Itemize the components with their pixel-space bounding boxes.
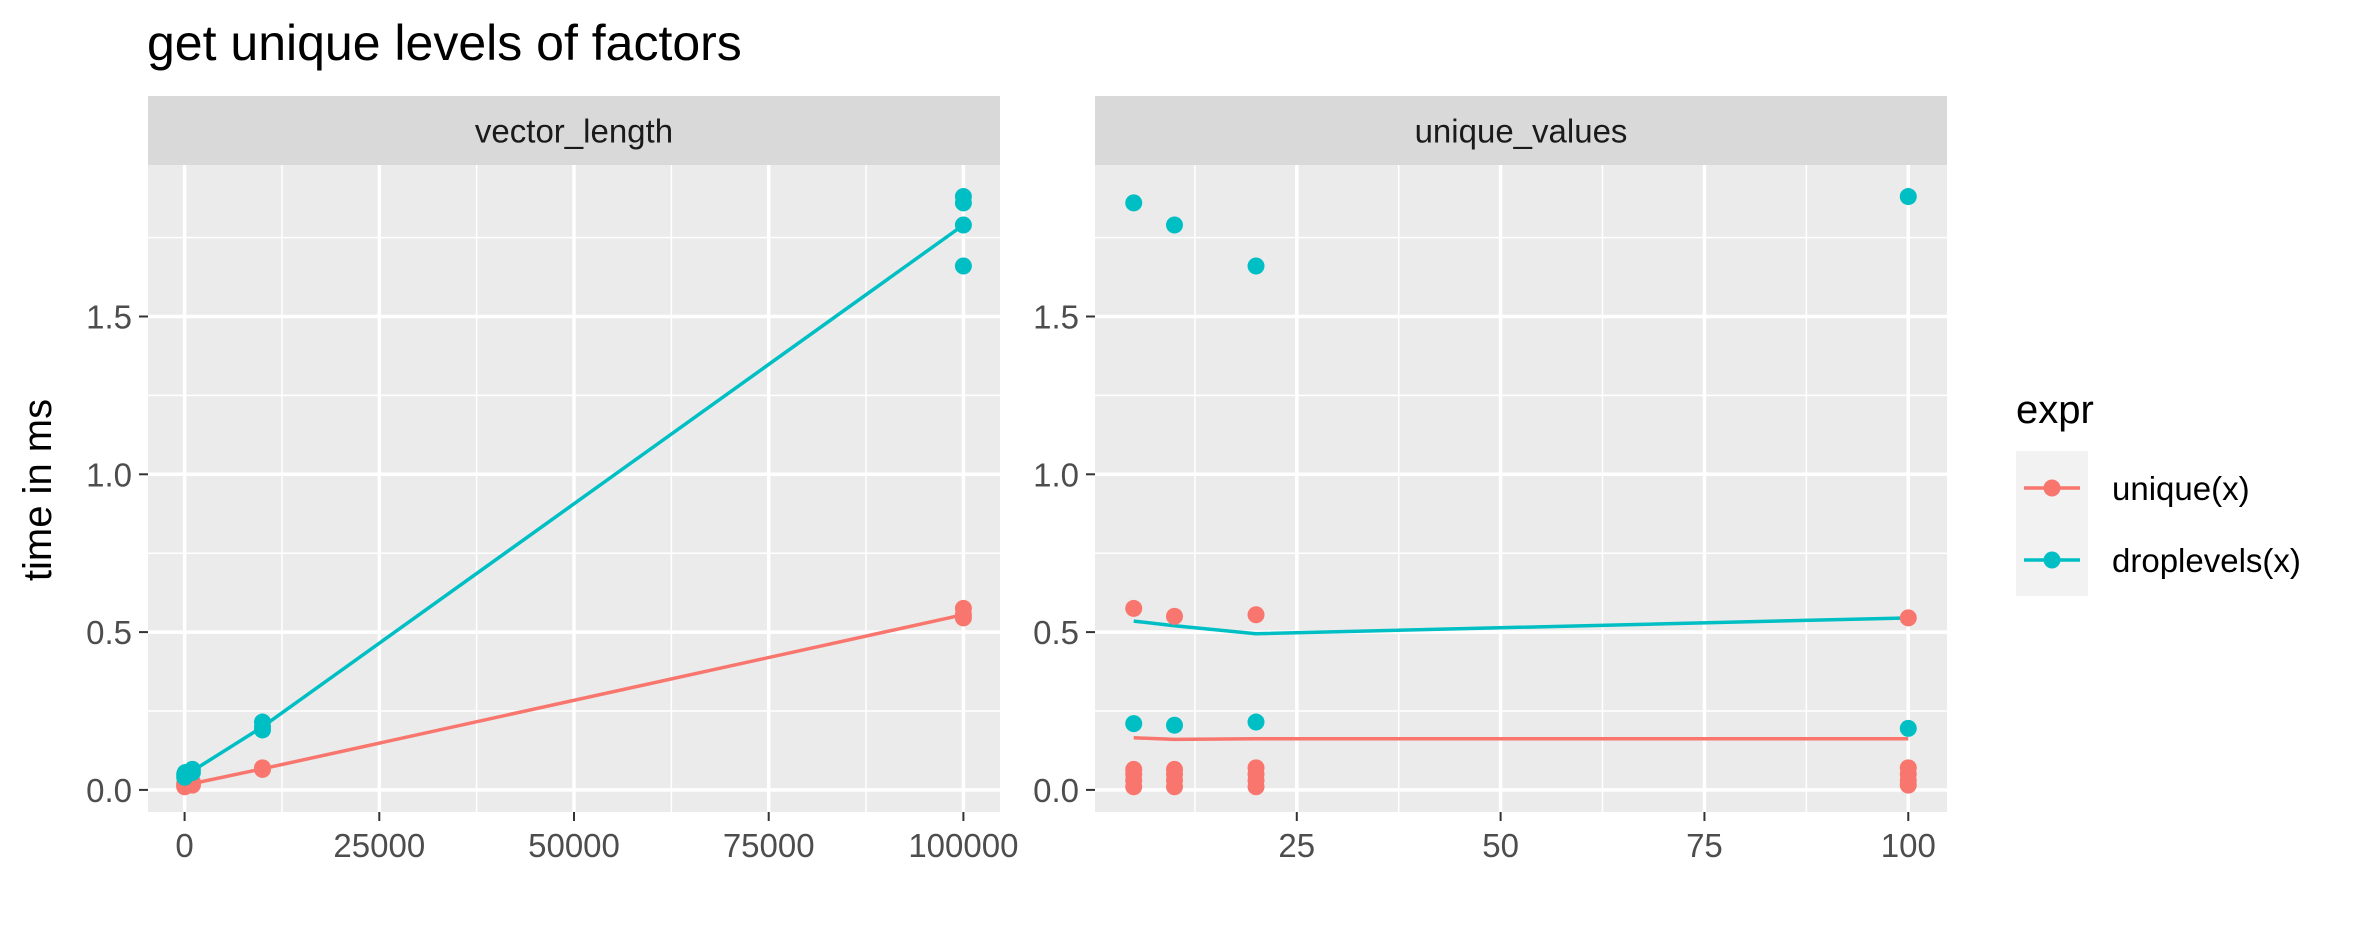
series-line-droplevels (1133, 616, 1909, 636)
y-tick-label: 1.5 (1033, 298, 1079, 335)
data-point-droplevels (1165, 716, 1183, 734)
x-tick-label: 100000 (908, 827, 1018, 864)
y-tick-label: 1.5 (86, 298, 132, 335)
data-point-unique (954, 599, 972, 617)
data-point-unique (1165, 760, 1183, 778)
chart-title: get unique levels of factors (147, 15, 742, 71)
y-tick-label: 1.0 (1033, 456, 1079, 493)
legend-key-background (2016, 451, 2088, 596)
y-tick-label: 0.5 (1033, 614, 1079, 651)
series-line-unique (1133, 736, 1909, 742)
panel-vector_length: vector_length 0.0 0.5 1.0 1.5 0 25000 50000 7500… (86, 96, 1018, 864)
x-tick-label: 75000 (723, 827, 815, 864)
data-point-droplevels (1247, 257, 1265, 275)
data-point-unique (1125, 760, 1143, 778)
legend-key-point (2043, 551, 2061, 569)
x-tick-label: 25000 (333, 827, 425, 864)
strip-label-vector_length: vector_length (475, 113, 673, 150)
legend-title: expr (2016, 388, 2094, 432)
data-point-unique (1125, 599, 1143, 617)
y-tick-label: 0.5 (86, 614, 132, 651)
data-point-droplevels (1899, 188, 1917, 206)
panels-layer: vector_length 0.0 0.5 1.0 1.5 0 25000 50000 7500… (86, 96, 1947, 864)
data-point-unique (1899, 759, 1917, 777)
strip-background (148, 96, 1000, 165)
y-axis-title: time in ms (16, 399, 60, 581)
data-point-droplevels (954, 216, 972, 234)
y-tick-label: 0.0 (86, 772, 132, 809)
data-point-unique (1899, 609, 1917, 627)
data-point-unique (1247, 606, 1265, 624)
y-tick-label: 1.0 (86, 456, 132, 493)
panel-background (1095, 165, 1947, 812)
legend: expr unique(x) droplevels(x) (2016, 388, 2301, 596)
x-tick-label: 75 (1686, 827, 1723, 864)
data-point-droplevels (1899, 719, 1917, 737)
x-tick-label: 0 (175, 827, 193, 864)
data-point-droplevels (954, 257, 972, 275)
data-point-droplevels (1125, 194, 1143, 212)
data-point-droplevels (1165, 216, 1183, 234)
legend-label: droplevels(x) (2112, 542, 2301, 579)
data-point-droplevels (954, 188, 972, 206)
data-point-unique (253, 759, 271, 777)
x-tick-label: 25 (1278, 827, 1315, 864)
data-point-unique (1165, 607, 1183, 625)
x-tick-label: 50000 (528, 827, 620, 864)
y-tick-label: 0.0 (1033, 772, 1079, 809)
legend-key-point (2043, 479, 2061, 497)
strip-label-unique_values: unique_values (1415, 113, 1628, 150)
data-point-droplevels (183, 760, 201, 778)
data-point-droplevels (1125, 715, 1143, 733)
x-tick-label: 100 (1881, 827, 1936, 864)
strip-background (1095, 96, 1947, 165)
data-point-droplevels (1247, 713, 1265, 731)
x-tick-label: 50 (1482, 827, 1519, 864)
panel-unique_values: unique_values 0.0 0.5 1.0 1.5 25 50 75 100 (1033, 96, 1947, 864)
data-point-droplevels (253, 713, 271, 731)
data-point-unique (1247, 759, 1265, 777)
legend-label: unique(x) (2112, 470, 2250, 507)
